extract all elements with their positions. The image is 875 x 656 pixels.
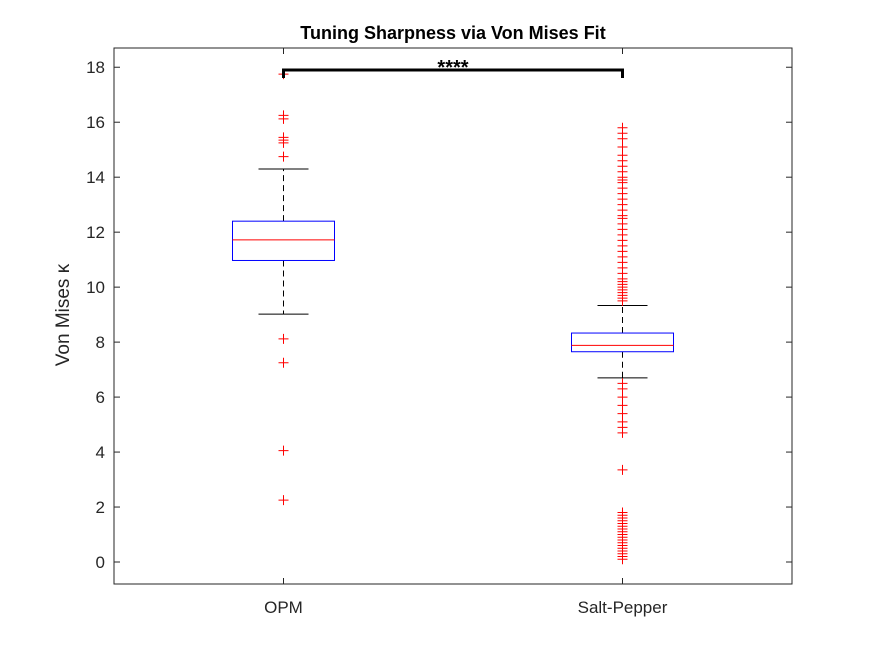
outlier-marker xyxy=(617,464,628,475)
y-tick-label: 2 xyxy=(96,498,105,517)
significance-bracket xyxy=(282,68,624,78)
outlier-marker xyxy=(278,137,289,148)
y-tick-label: 18 xyxy=(86,58,105,77)
outlier-marker xyxy=(278,357,289,368)
iqr-box xyxy=(571,332,674,353)
x-tick-label: OPM xyxy=(264,598,303,617)
y-tick-label: 4 xyxy=(96,443,105,462)
y-tick-label: 16 xyxy=(86,113,105,132)
axes-frame xyxy=(113,47,793,585)
y-axis-label: Von Mises κ xyxy=(53,263,74,366)
y-tick-label: 8 xyxy=(96,333,105,352)
iqr-box xyxy=(232,220,335,261)
outlier-marker xyxy=(617,554,628,565)
outlier-marker xyxy=(278,495,289,506)
y-tick-label: 12 xyxy=(86,223,105,242)
outlier-marker xyxy=(617,295,628,306)
outlier-marker xyxy=(278,113,289,124)
y-tick-label: 6 xyxy=(96,388,105,407)
outlier-marker xyxy=(617,427,628,438)
y-tick-label: 10 xyxy=(86,278,105,297)
y-tick-label: 0 xyxy=(96,553,105,572)
chart-title: Tuning Sharpness via Von Mises Fit xyxy=(300,23,605,43)
y-tick-label: 14 xyxy=(86,168,105,187)
plot-area: 0 2 4 6 8 10 12 14 16 18 OPM Salt-Pepper **** xyxy=(86,47,793,617)
outlier-marker xyxy=(278,151,289,162)
x-tick-label: Salt-Pepper xyxy=(578,598,668,617)
significance-label: **** xyxy=(437,57,468,79)
outlier-marker xyxy=(278,333,289,344)
outlier-marker xyxy=(278,445,289,456)
